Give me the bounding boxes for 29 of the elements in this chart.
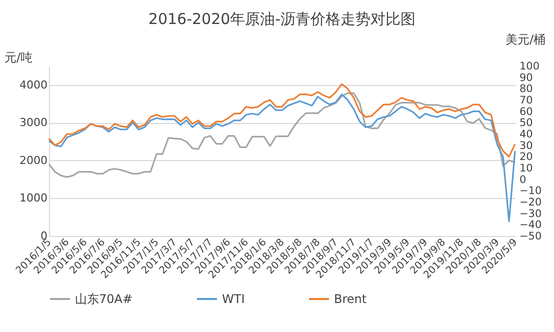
line-series [48, 94, 516, 222]
line-series [48, 83, 516, 158]
y2-tick-label: 0 [520, 174, 526, 186]
y2-tick-label: 10 [520, 162, 533, 174]
y-tick-label: 1000 [20, 192, 48, 205]
y-tick-label: 3000 [20, 116, 48, 130]
y2-tick-label: 20 [520, 151, 533, 164]
line-series [48, 92, 516, 178]
chart-title: 2016-2020年原油-沥青价格走势对比图 [148, 10, 416, 28]
legend-label: Brent [334, 292, 367, 306]
y2-tick-label: 100 [520, 60, 540, 72]
legend-label: WTI [222, 292, 245, 306]
y-tick-label: 2000 [20, 154, 48, 167]
y2-tick-label: −20 [520, 196, 542, 208]
y2-tick-label: 30 [520, 140, 533, 152]
y2-tick-label: 60 [520, 106, 533, 118]
y2-tick-label: 50 [520, 117, 533, 130]
y2-tick-label: 40 [520, 128, 533, 140]
y2-axis-title: 美元/桶 [506, 32, 546, 46]
y2-tick-label: −30 [520, 208, 542, 220]
y2-tick-label: −50 [520, 230, 542, 242]
y2-tick-label: 90 [520, 72, 533, 84]
y-tick-label: 4000 [20, 78, 48, 92]
y2-tick-label: 80 [520, 83, 533, 96]
y-axis-title: 元/吨 [4, 50, 33, 64]
y2-tick-label: −10 [520, 185, 542, 198]
y2-tick-label: 70 [520, 94, 533, 106]
y2-tick-label: −40 [520, 219, 542, 232]
legend-label: 山东70A# [75, 292, 133, 306]
